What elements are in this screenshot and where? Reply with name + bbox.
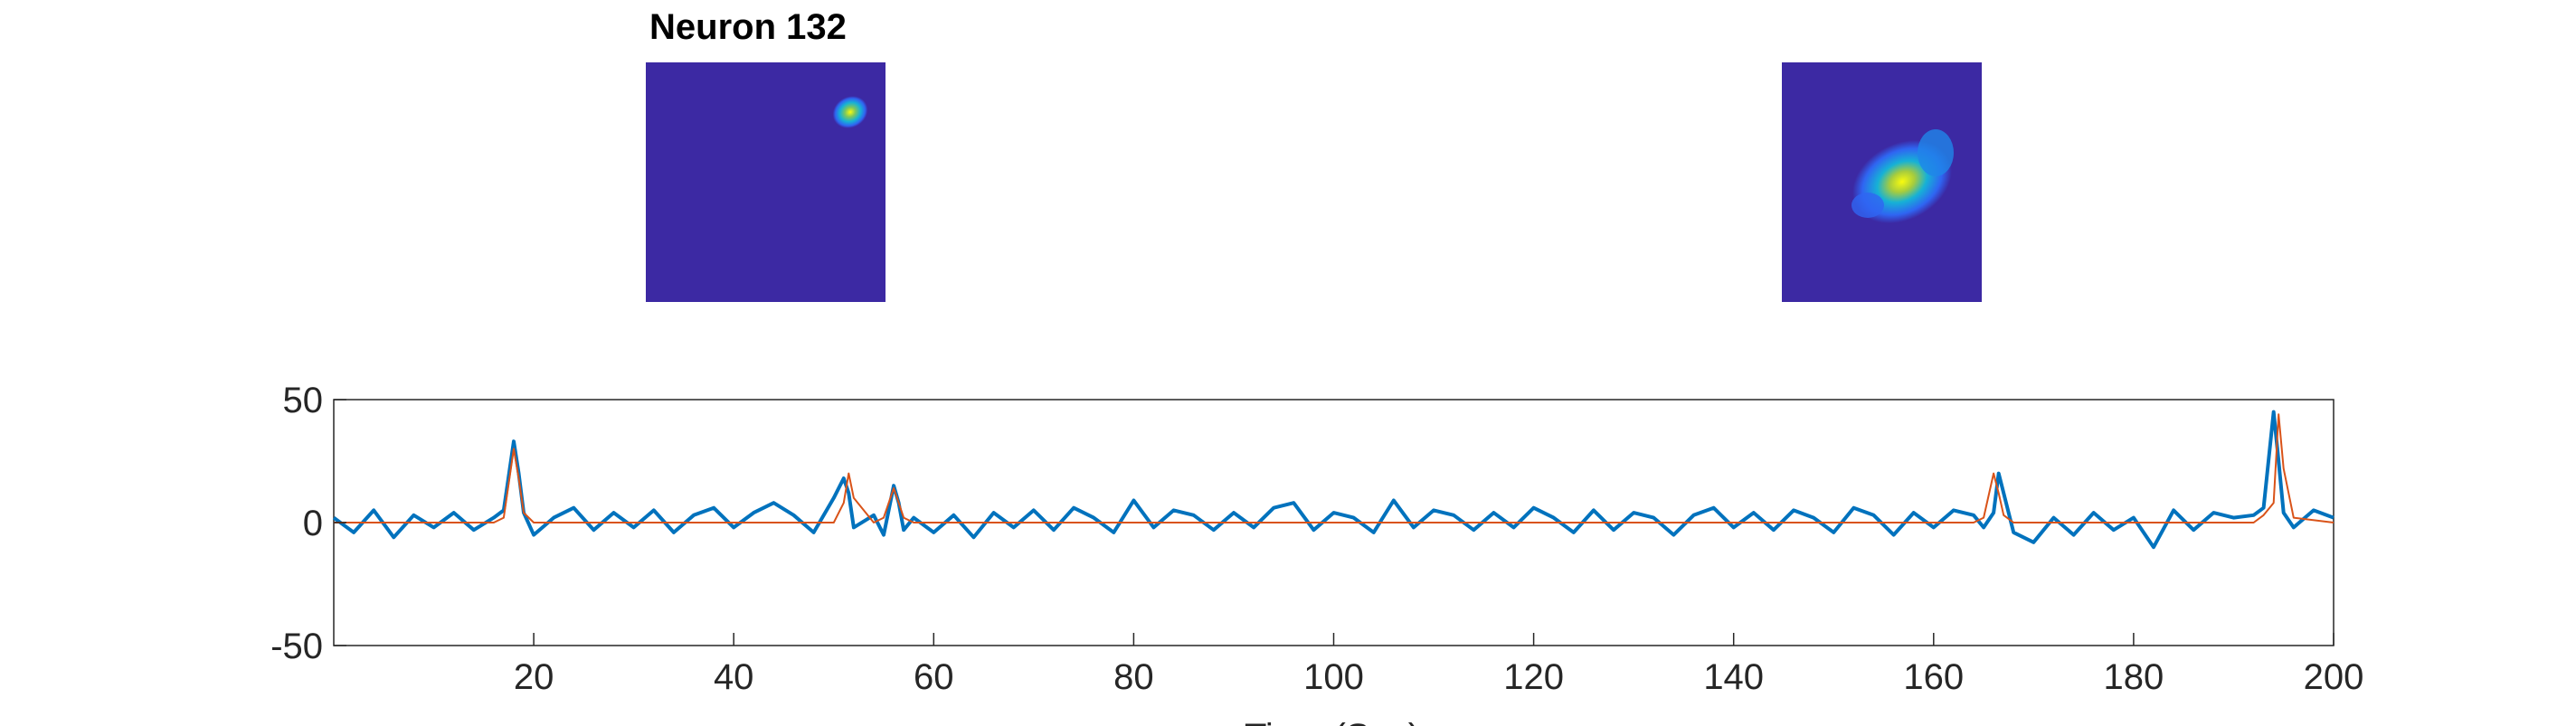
x-tick-label: 40 [714, 657, 754, 697]
x-axis-label: Time (Sec) [1245, 717, 1420, 726]
y-tick-label: 50 [283, 381, 324, 420]
x-tick-label: 140 [1703, 657, 1764, 697]
footprint-blob-right [1852, 129, 1954, 224]
x-tick-label: 100 [1303, 657, 1364, 697]
neuron-spatial-footprint [646, 62, 886, 302]
x-tick-label: 20 [514, 657, 554, 697]
x-tick-label: 60 [914, 657, 954, 697]
x-tick-label: 160 [1903, 657, 1964, 697]
series-raw-trace [332, 410, 2334, 550]
neuron-zoomed-footprint [1782, 62, 1982, 302]
x-tick-label: 120 [1503, 657, 1564, 697]
x-tick-label: 80 [1113, 657, 1154, 697]
panel-title-left: Neuron 132 [649, 7, 847, 47]
y-tick-label: 0 [303, 504, 323, 543]
series-fitted-trace [334, 413, 2334, 523]
series-layer [332, 410, 2334, 550]
x-ticks: 20 40 60 80 100 120 140 160 180 200 [514, 633, 2364, 697]
y-ticks: -50 0 50 [270, 381, 346, 666]
x-tick-label: 200 [2304, 657, 2364, 697]
x-tick-label: 180 [2104, 657, 2164, 697]
y-tick-label: -50 [270, 627, 323, 666]
footprint-blob-left [832, 96, 868, 128]
